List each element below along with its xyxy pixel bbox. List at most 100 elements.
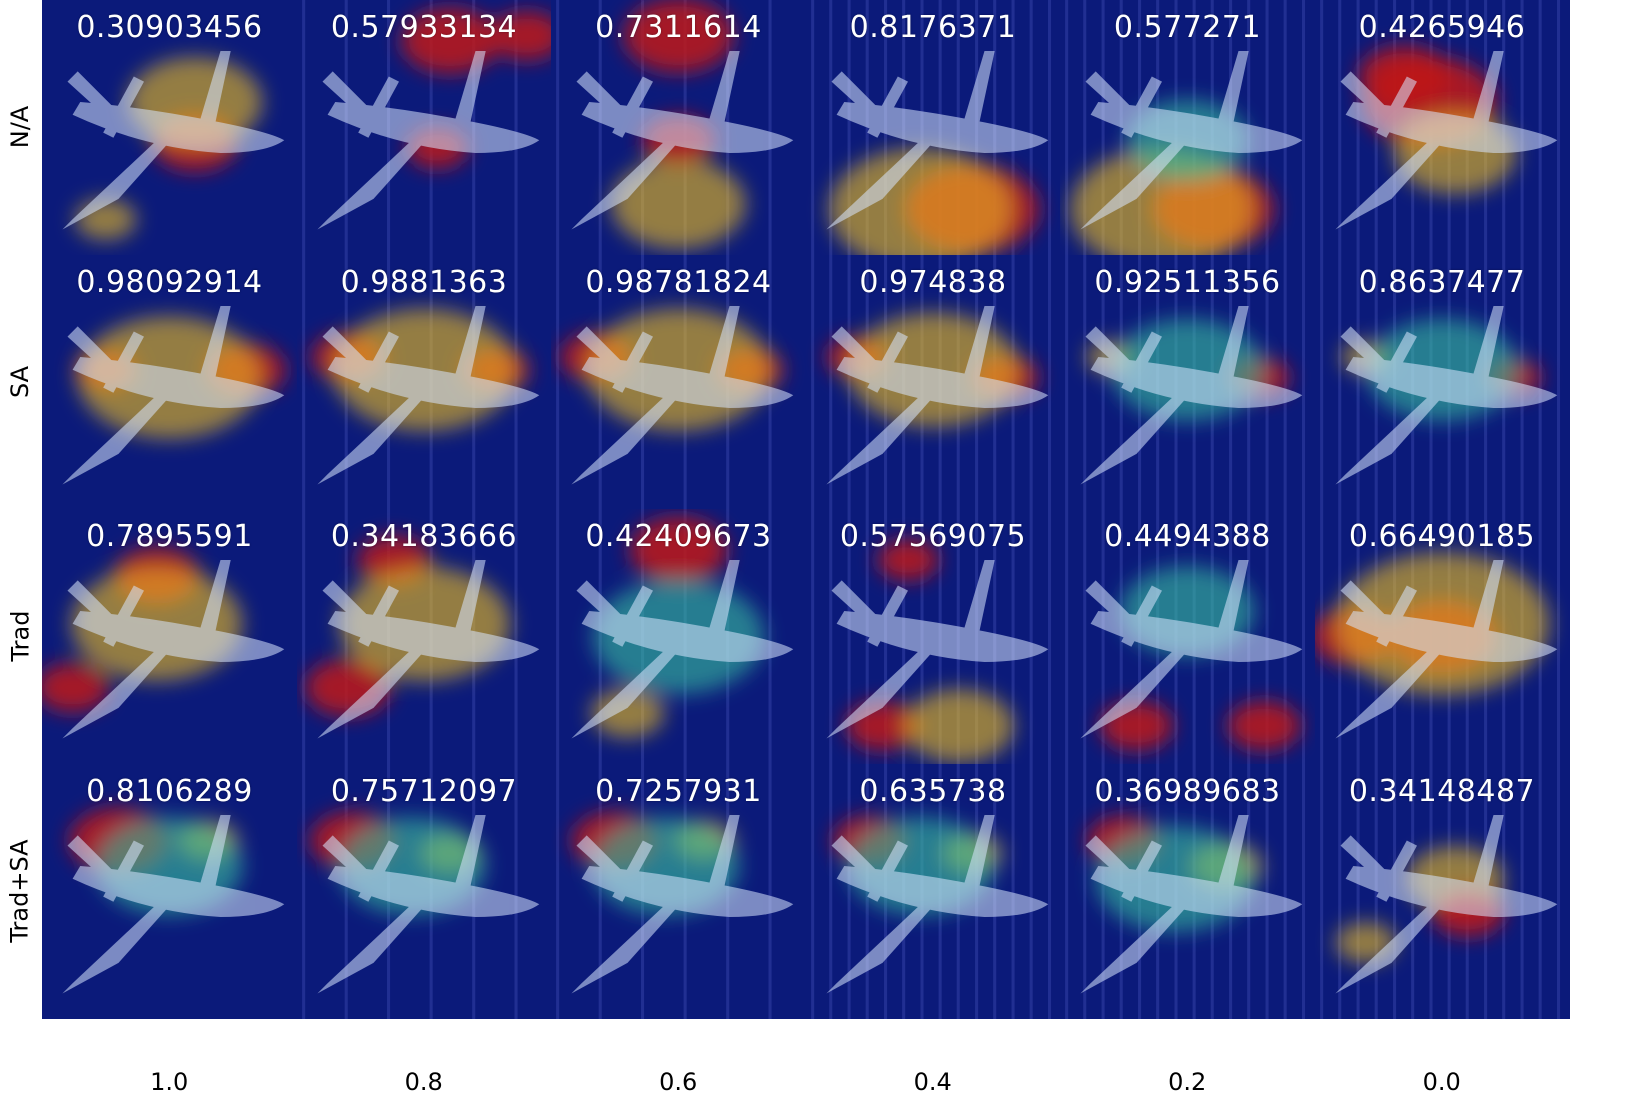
heatmap-cell: 0.92511356 bbox=[1060, 254, 1315, 510]
heatmap-image bbox=[1314, 0, 1570, 255]
heatmap-image bbox=[42, 509, 297, 764]
airplane-shape bbox=[825, 51, 1048, 230]
texture-stripe bbox=[1556, 509, 1560, 764]
texture-stripe bbox=[301, 0, 305, 255]
confidence-score: 0.42409673 bbox=[585, 519, 772, 554]
heatmap-cell: 0.577271 bbox=[1060, 0, 1315, 255]
texture-stripe bbox=[1356, 763, 1360, 1019]
airplane-shape bbox=[316, 51, 539, 230]
texture-stripe bbox=[1065, 0, 1069, 255]
texture-stripe bbox=[1301, 509, 1306, 764]
confidence-score: 0.8176371 bbox=[849, 10, 1017, 45]
texture-stripe bbox=[1083, 509, 1087, 764]
texture-stripe bbox=[1265, 763, 1269, 1019]
heat-spot bbox=[828, 147, 1013, 255]
confidence-score: 0.7311614 bbox=[595, 10, 762, 45]
texture-stripe bbox=[1283, 509, 1287, 764]
confidence-score: 0.974838 bbox=[859, 264, 1007, 300]
texture-stripe bbox=[810, 0, 814, 255]
heatmap-image bbox=[1060, 254, 1315, 510]
airplane-shape bbox=[62, 560, 285, 739]
texture-stripe bbox=[1011, 763, 1015, 1019]
heatmap-image bbox=[805, 763, 1061, 1019]
heatmap-image bbox=[296, 254, 552, 510]
texture-stripe bbox=[1029, 509, 1033, 764]
texture-stripe bbox=[1538, 763, 1542, 1019]
airplane-shape bbox=[316, 814, 539, 993]
heatmap-cell: 0.974838 bbox=[805, 254, 1061, 510]
heatmap-image bbox=[805, 509, 1061, 764]
airplane-shape bbox=[62, 305, 285, 484]
texture-stripe bbox=[810, 763, 814, 1019]
heatmap-cell: 0.8176371 bbox=[805, 0, 1061, 255]
airplane-shape bbox=[1334, 814, 1557, 993]
heatmap-image bbox=[296, 0, 552, 255]
airplane-shape bbox=[62, 51, 285, 230]
texture-stripe bbox=[1065, 254, 1069, 510]
airplane-shape bbox=[571, 305, 794, 484]
texture-stripe bbox=[1356, 0, 1360, 255]
texture-stripe bbox=[1011, 0, 1015, 255]
heatmap-image bbox=[1060, 763, 1315, 1019]
texture-stripe bbox=[1065, 763, 1069, 1019]
texture-stripe bbox=[1283, 763, 1287, 1019]
texture-stripe bbox=[847, 763, 851, 1019]
heatmap-cell: 0.7311614 bbox=[551, 0, 806, 255]
confidence-score: 0.75712097 bbox=[330, 773, 518, 809]
texture-stripe bbox=[1047, 254, 1051, 510]
row-label: Trad+SA bbox=[0, 764, 40, 1019]
row-label-text: Trad+SA bbox=[6, 839, 34, 943]
heatmap-image bbox=[551, 763, 806, 1019]
confidence-score: 0.34183666 bbox=[330, 519, 518, 554]
confidence-score: 0.635738 bbox=[859, 773, 1007, 809]
airplane-shape bbox=[62, 814, 285, 993]
heatmap-image bbox=[1314, 254, 1570, 510]
texture-stripe bbox=[1520, 763, 1524, 1019]
texture-stripe bbox=[1301, 254, 1306, 510]
confidence-score: 0.7895591 bbox=[86, 519, 253, 554]
texture-stripe bbox=[1301, 763, 1306, 1019]
texture-stripe bbox=[1283, 0, 1287, 255]
confidence-score: 0.57933134 bbox=[330, 10, 518, 45]
airplane-shape bbox=[1080, 560, 1303, 739]
confidence-score: 0.8106289 bbox=[86, 773, 253, 809]
texture-stripe bbox=[301, 763, 305, 1019]
texture-stripe bbox=[1083, 254, 1087, 510]
heatmap-cell: 0.9881363 bbox=[296, 254, 552, 510]
row-label: Trad bbox=[0, 509, 40, 764]
texture-stripe bbox=[768, 763, 772, 1019]
heatmap-cell: 0.66490185 bbox=[1314, 509, 1570, 764]
heatmap-image bbox=[42, 254, 297, 510]
texture-stripe bbox=[828, 0, 832, 255]
texture-stripe bbox=[344, 0, 348, 255]
confidence-score: 0.57569075 bbox=[839, 519, 1027, 554]
column-label: 0.2 bbox=[1168, 1068, 1207, 1096]
texture-stripe bbox=[1083, 0, 1087, 255]
heatmap-cell: 0.4494388 bbox=[1060, 509, 1315, 764]
heatmap-cell: 0.7895591 bbox=[42, 509, 297, 764]
confidence-score: 0.9881363 bbox=[340, 264, 508, 300]
confidence-score: 0.66490185 bbox=[1348, 519, 1536, 554]
confidence-score: 0.30903456 bbox=[76, 10, 263, 45]
heat-spot bbox=[1227, 701, 1301, 751]
confidence-score: 0.4494388 bbox=[1104, 519, 1271, 554]
heat-spot bbox=[876, 539, 939, 581]
texture-stripe bbox=[1337, 763, 1341, 1019]
heatmap-cell: 0.98781824 bbox=[551, 254, 806, 510]
texture-stripe bbox=[1101, 0, 1105, 255]
heat-spot bbox=[1357, 45, 1450, 108]
texture-stripe bbox=[1356, 254, 1360, 510]
texture-stripe bbox=[1319, 763, 1323, 1019]
heatmap-cell: 0.57933134 bbox=[296, 0, 552, 255]
texture-stripe bbox=[847, 254, 851, 510]
texture-stripe bbox=[1265, 509, 1269, 764]
heatmap-cell: 0.36989683 bbox=[1060, 763, 1315, 1019]
confidence-score: 0.7257931 bbox=[595, 773, 762, 809]
heatmap-cell: 0.42409673 bbox=[551, 509, 806, 764]
confidence-score: 0.4265946 bbox=[1358, 10, 1526, 45]
airplane-shape bbox=[1080, 51, 1303, 230]
confidence-score: 0.36989683 bbox=[1094, 773, 1281, 809]
heatmap-image bbox=[805, 0, 1061, 255]
heat-spot bbox=[590, 688, 665, 738]
